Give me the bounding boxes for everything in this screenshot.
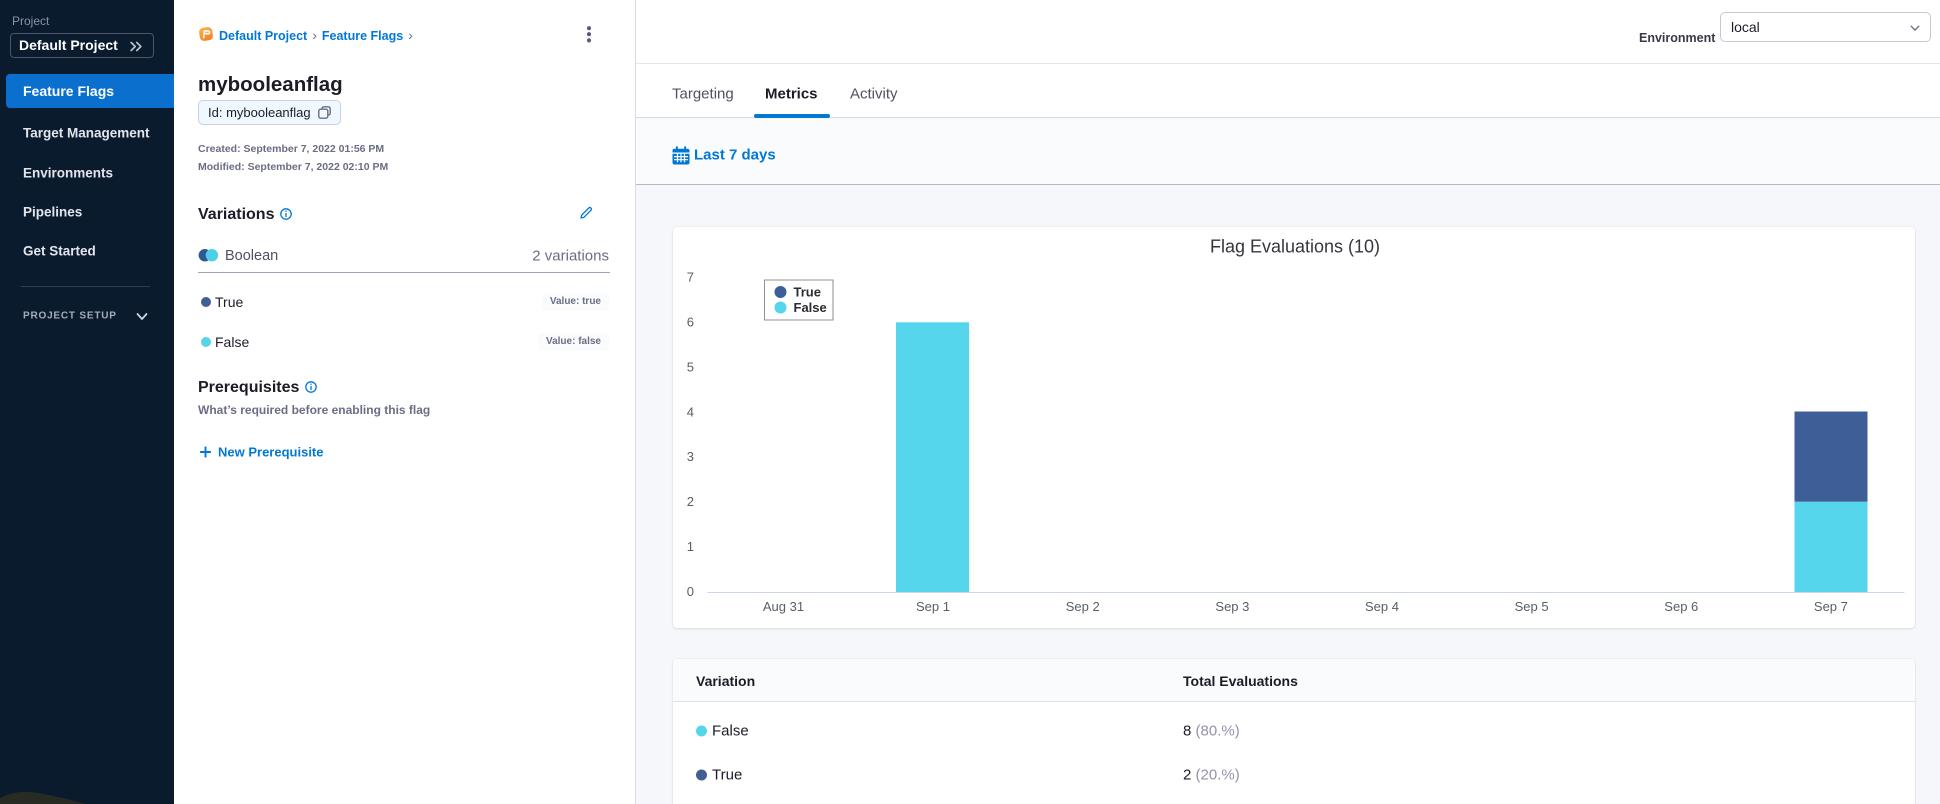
svg-text:5: 5 — [687, 359, 694, 374]
svg-text:2: 2 — [687, 494, 694, 509]
svg-text:4: 4 — [687, 404, 694, 419]
svg-text:Sep 3: Sep 3 — [1215, 599, 1249, 614]
svg-text:3: 3 — [687, 449, 694, 464]
svg-text:0: 0 — [687, 584, 694, 599]
svg-text:True: True — [794, 285, 821, 300]
svg-text:Aug 31: Aug 31 — [763, 599, 804, 614]
svg-text:7: 7 — [687, 270, 694, 285]
svg-text:False: False — [794, 300, 827, 315]
svg-text:Sep 6: Sep 6 — [1664, 599, 1698, 614]
svg-text:Sep 7: Sep 7 — [1814, 599, 1848, 614]
svg-text:Sep 4: Sep 4 — [1365, 599, 1399, 614]
svg-text:Flag Evaluations (10): Flag Evaluations (10) — [1210, 237, 1380, 257]
svg-text:Sep 1: Sep 1 — [916, 599, 950, 614]
svg-text:Sep 2: Sep 2 — [1066, 599, 1100, 614]
svg-text:Sep 5: Sep 5 — [1515, 599, 1549, 614]
svg-text:6: 6 — [687, 315, 694, 330]
svg-text:1: 1 — [687, 539, 694, 554]
